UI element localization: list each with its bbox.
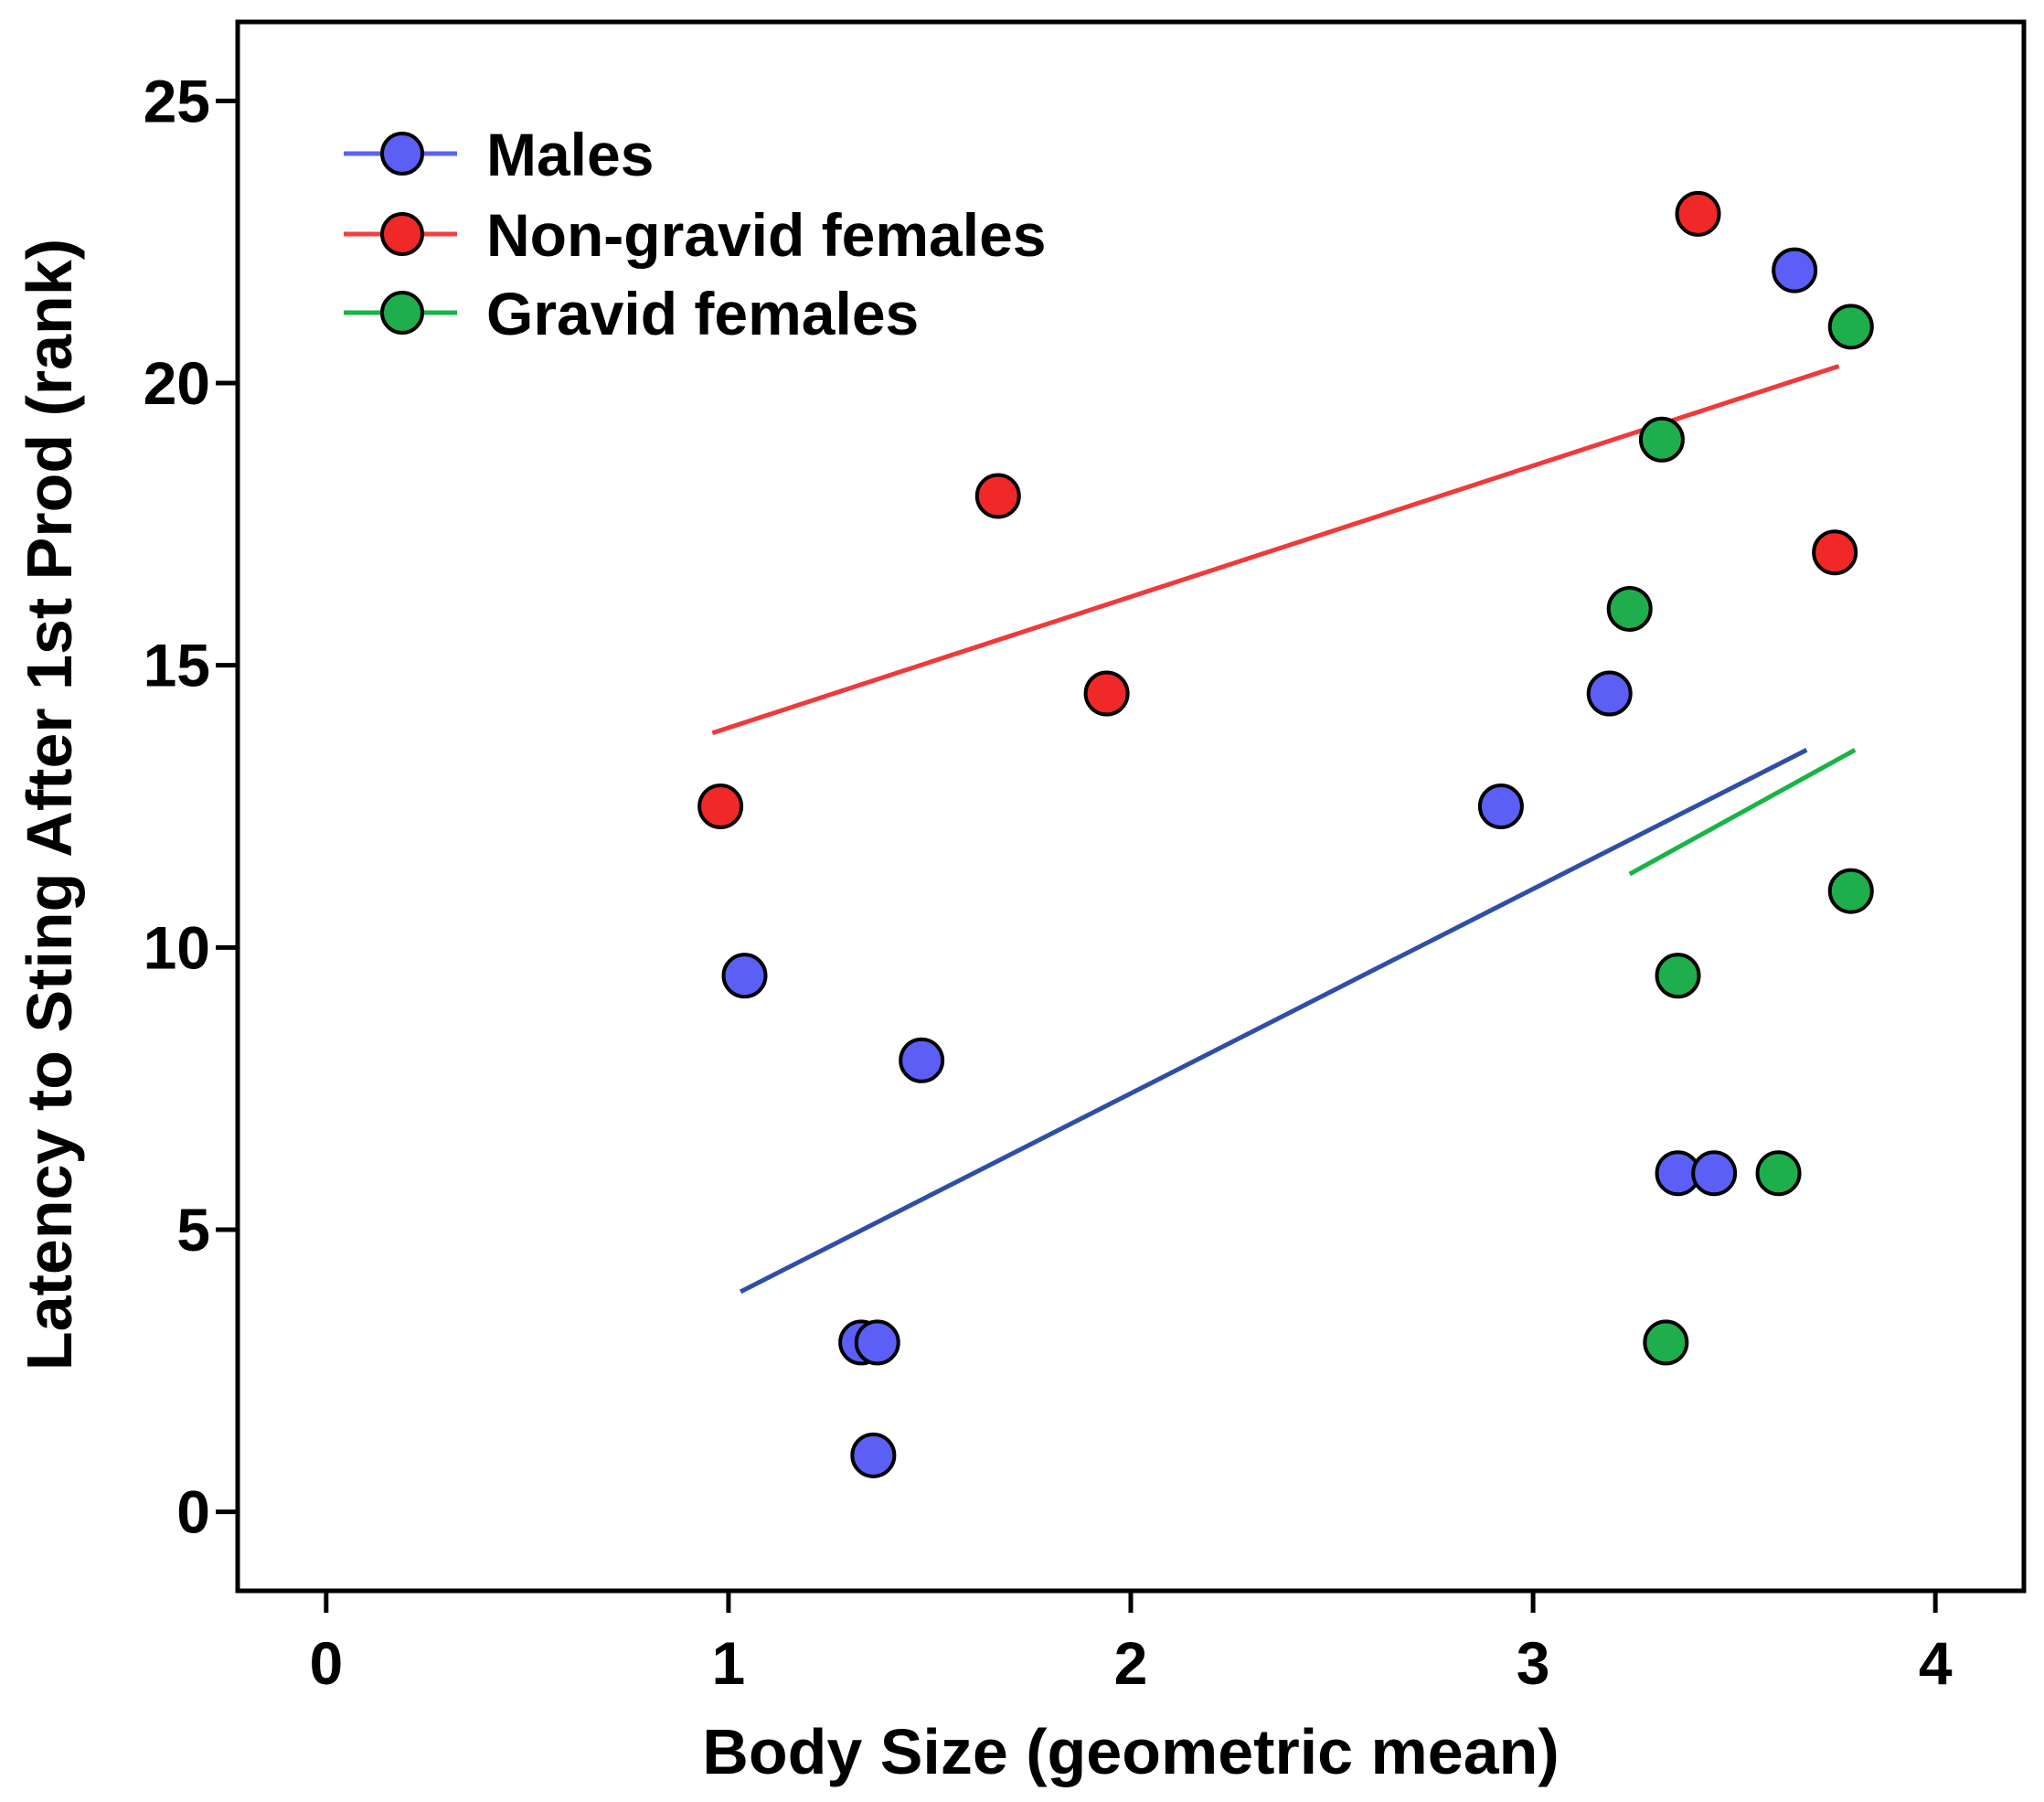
legend-label-non-gravid-females: Non-gravid females	[486, 201, 1047, 269]
point-gravid-females-6	[1827, 868, 1874, 914]
point-non-gravid-females-4	[1812, 529, 1858, 576]
point-males-6	[1586, 670, 1633, 717]
x-tick-label-2: 2	[1114, 1629, 1148, 1697]
legend-marker-gravid-females	[380, 291, 424, 335]
point-gravid-females-5	[1827, 304, 1874, 350]
y-axis-title: Latency to Sting After 1st Prod (rank)	[14, 239, 85, 1370]
legend-label-males: Males	[486, 121, 654, 188]
x-tick-label-3: 3	[1517, 1629, 1550, 1697]
point-non-gravid-females-2	[1083, 670, 1130, 717]
point-gravid-females-3	[1643, 1319, 1689, 1366]
y-tick-label-5: 5	[176, 1196, 210, 1264]
x-tick-label-1: 1	[712, 1629, 746, 1697]
point-gravid-females-4	[1755, 1150, 1802, 1197]
point-gravid-females-1	[1638, 416, 1685, 463]
x-axis-title: Body Size (geometric mean)	[702, 1716, 1559, 1787]
point-non-gravid-females-1	[974, 473, 1021, 519]
x-axis: 0 1 2 3 4	[309, 1591, 1953, 1697]
y-axis: 0 5 10 15 20 25	[144, 67, 238, 1546]
legend-label-gravid-females: Gravid females	[486, 280, 919, 347]
point-non-gravid-females-3	[1675, 190, 1721, 237]
point-males-0	[721, 953, 768, 999]
legend-marker-non-gravid-females	[380, 212, 424, 256]
legend-marker-males	[380, 132, 424, 176]
point-males-9	[1772, 247, 1818, 293]
legend-entry-gravid-females: Gravid females	[344, 280, 919, 347]
legend-entry-males: Males	[344, 121, 654, 188]
point-gravid-females-0	[1606, 585, 1653, 632]
y-tick-label-25: 25	[144, 67, 210, 134]
y-tick-label-0: 0	[176, 1478, 210, 1546]
point-non-gravid-females-0	[697, 784, 744, 829]
fit-line-gravid-females	[1628, 748, 1857, 877]
legend: Males Non-gravid females Gravid females	[344, 121, 1047, 347]
y-tick-label-15: 15	[144, 632, 210, 699]
point-males-5	[1477, 784, 1524, 829]
point-males-3	[854, 1319, 900, 1366]
x-tick-label-4: 4	[1919, 1629, 1953, 1697]
fit-line-males	[739, 748, 1808, 1295]
x-tick-label-0: 0	[309, 1629, 343, 1697]
point-gravid-females-2	[1655, 953, 1701, 999]
point-males-1	[899, 1037, 945, 1083]
point-males-8	[1691, 1150, 1738, 1197]
data-points	[697, 190, 1874, 1478]
legend-entry-non-gravid-females: Non-gravid females	[344, 201, 1047, 269]
y-tick-label-20: 20	[144, 349, 210, 417]
y-tick-label-10: 10	[144, 913, 210, 981]
point-males-4	[850, 1432, 897, 1478]
